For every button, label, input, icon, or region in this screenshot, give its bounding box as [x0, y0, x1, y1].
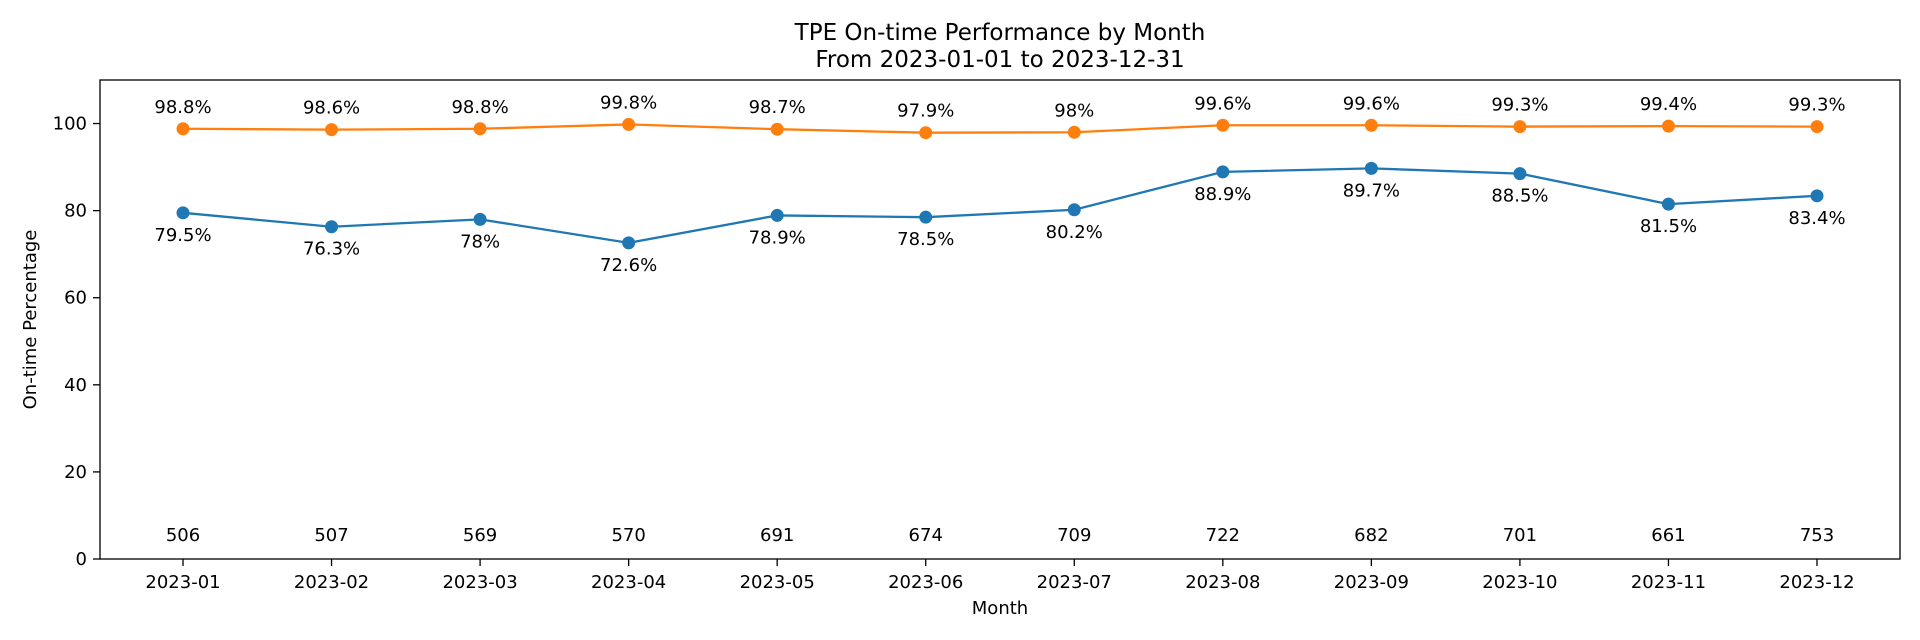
data-label: 79.5% [154, 225, 211, 246]
count-label: 701 [1503, 525, 1537, 546]
data-point [770, 122, 784, 136]
data-point [1216, 118, 1230, 132]
series-layer: 79.5% 76.3% 78% 72.6% 78.9% 78.5% 80.2% 88.9% 89… [154, 92, 1845, 275]
y-tick-label: 80 [64, 201, 87, 222]
data-label: 99.6% [1194, 93, 1251, 114]
data-label: 98% [1054, 100, 1094, 121]
data-point [176, 206, 190, 220]
data-point [1364, 118, 1378, 132]
data-point [1067, 125, 1081, 139]
data-point [1513, 167, 1527, 181]
series-0: 79.5% 76.3% 78% 72.6% 78.9% 78.5% 80.2% 88.9% 89… [154, 161, 1846, 276]
count-label: 570 [611, 525, 645, 546]
data-label: 98.8% [154, 97, 211, 118]
data-label: 83.4% [1788, 208, 1845, 229]
x-tick-label: 2023-08 [1185, 572, 1260, 593]
data-label: 98.7% [749, 97, 806, 118]
data-point [919, 126, 933, 140]
x-tick-label: 2023-07 [1037, 572, 1112, 593]
count-label: 507 [314, 525, 348, 546]
count-label: 682 [1354, 525, 1388, 546]
series-1: 98.8% 98.6% 98.8% 99.8% 98.7% 97.9% 98% 99.6% 99… [154, 92, 1846, 140]
data-point [473, 212, 487, 226]
data-label: 99.4% [1640, 94, 1697, 115]
x-tick-label: 2023-12 [1779, 572, 1854, 593]
count-label: 661 [1651, 525, 1685, 546]
chart-title: TPE On-time Performance by Month [794, 20, 1206, 46]
count-label: 709 [1057, 525, 1091, 546]
data-point [325, 123, 339, 137]
series-line [182, 167, 1818, 245]
data-label: 99.6% [1343, 93, 1400, 114]
data-point [1216, 165, 1230, 179]
data-label: 76.3% [303, 239, 360, 260]
data-point [622, 236, 636, 250]
y-tick-label: 100 [53, 114, 87, 135]
data-label: 98.8% [451, 97, 508, 118]
series-line [182, 123, 1818, 134]
count-label: 506 [166, 525, 200, 546]
data-point [1661, 119, 1675, 133]
data-point [770, 208, 784, 222]
data-point [473, 122, 487, 136]
x-tick-label: 2023-02 [294, 572, 369, 593]
data-point [919, 210, 933, 224]
count-label: 753 [1800, 525, 1834, 546]
y-tick-label: 60 [64, 288, 87, 309]
data-point [1364, 161, 1378, 175]
data-point [1067, 203, 1081, 217]
data-label: 78.5% [897, 229, 954, 250]
x-tick-label: 2023-01 [145, 572, 220, 593]
data-label: 78% [460, 231, 500, 252]
data-label: 97.9% [897, 101, 954, 122]
x-axis: 2023-01 2023-02 2023-03 2023-04 2023-05 2023-… [145, 559, 1855, 593]
x-tick-label: 2023-06 [888, 572, 963, 593]
count-label: 691 [760, 525, 794, 546]
data-label: 80.2% [1046, 222, 1103, 243]
data-label: 78.9% [749, 227, 806, 248]
y-axis-label: On-time Percentage [20, 230, 41, 410]
x-tick-label: 2023-09 [1334, 572, 1409, 593]
data-point [1810, 189, 1824, 203]
x-tick-label: 2023-03 [442, 572, 517, 593]
y-axis: 0 20 40 60 80 100 [53, 114, 100, 570]
data-label: 99.3% [1491, 95, 1548, 116]
data-label: 99.8% [600, 92, 657, 113]
y-tick-label: 40 [64, 375, 87, 396]
data-point [1513, 120, 1527, 134]
count-label: 722 [1206, 525, 1240, 546]
data-point [325, 220, 339, 234]
data-label: 98.6% [303, 98, 360, 119]
data-label: 89.7% [1343, 180, 1400, 201]
data-point [1661, 197, 1675, 211]
data-point [176, 122, 190, 136]
data-label: 99.3% [1788, 95, 1845, 116]
data-label: 88.5% [1491, 186, 1548, 207]
y-tick-label: 0 [76, 549, 87, 570]
plot-frame [99, 79, 1901, 560]
chart-subtitle: From 2023-01-01 to 2023-12-31 [815, 47, 1184, 73]
data-point [622, 117, 636, 131]
x-tick-label: 2023-05 [740, 572, 815, 593]
x-tick-label: 2023-11 [1631, 572, 1706, 593]
data-label: 81.5% [1640, 216, 1697, 237]
x-axis-label: Month [972, 598, 1028, 619]
x-tick-label: 2023-04 [591, 572, 666, 593]
y-tick-label: 20 [64, 462, 87, 483]
x-tick-label: 2023-10 [1482, 572, 1557, 593]
count-label: 674 [909, 525, 943, 546]
count-label: 569 [463, 525, 497, 546]
data-label: 88.9% [1194, 184, 1251, 205]
data-point [1810, 120, 1824, 134]
data-label: 72.6% [600, 255, 657, 276]
count-labels: 506 507 569 570 691 674 709 722 682 701 661 753 [166, 525, 1834, 546]
